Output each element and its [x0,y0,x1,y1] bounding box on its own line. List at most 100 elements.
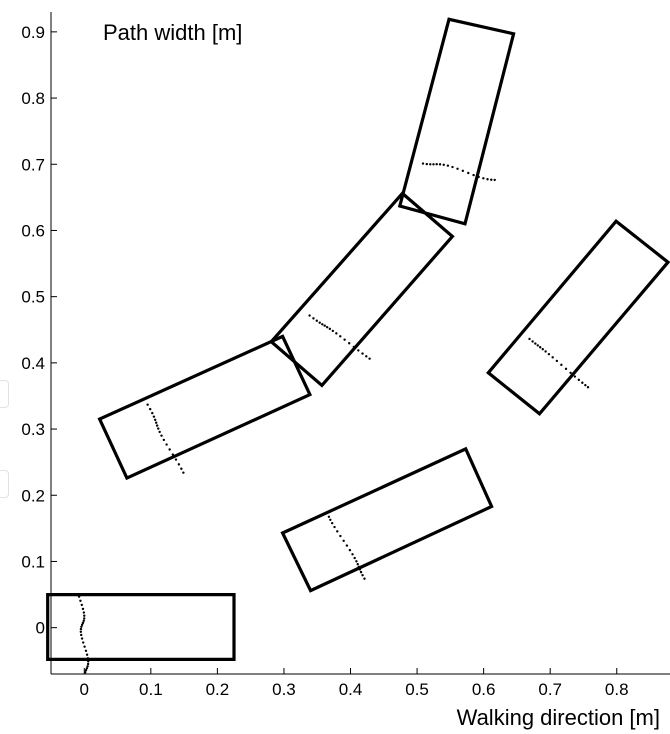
scan-point [77,595,81,598]
scan-point [86,665,89,668]
scan-point [486,178,489,181]
scan-point [83,617,86,620]
scan-point [451,165,454,169]
x-tick-label: 0.6 [472,680,496,699]
rectangle-box [269,191,455,388]
scan-point [85,667,89,670]
x-tick-label: 0.3 [272,680,296,699]
x-tick-label: 0 [80,680,89,699]
ticks-group: 0 0.1 0.2 0.3 0.4 0.5 0.6 0.7 0.8 0 0.1 0.2 0.3 0.4 0.… [21,23,628,699]
scan-point [482,177,485,180]
scan-point [153,418,157,422]
scan-point [146,403,149,406]
rectangle-box [46,592,236,662]
y-tick-label: 0.3 [21,420,45,439]
scan-point [472,173,475,177]
x-tick-label: 0.8 [605,680,629,699]
scan-point [321,323,324,326]
scan-point [357,349,360,352]
scan-point [456,167,459,170]
x-tick-label: 0.1 [139,680,163,699]
x-tick-label: 0.2 [206,680,230,699]
window-edge-tab-lower [0,470,9,498]
scan-point [343,338,346,341]
scan-point [87,660,90,663]
scan-point [365,355,368,358]
rectangle-box [397,17,516,226]
x-tick-label: 0.4 [339,680,363,699]
scan-point [467,171,470,175]
scan-point [165,443,168,446]
scan-point [85,653,89,656]
scan-point [351,553,354,556]
y-tick-label: 0.5 [21,288,45,307]
scan-point [82,611,86,614]
scan-point [577,378,581,382]
scan-point [538,346,542,349]
scan-point [84,669,88,672]
rectangle-box [486,218,670,417]
scan-point [446,164,450,167]
scan-point [83,614,86,617]
scan-point [80,633,83,637]
scan-point [80,623,84,626]
scan-point [534,342,537,345]
scan-point [152,415,156,418]
scan-point [477,175,480,179]
scan-point [560,363,563,367]
scan-point [573,375,577,378]
scan-point [569,371,572,375]
scan-point [177,463,181,466]
scan-point [323,324,326,327]
scan-point [80,603,83,607]
scan-point [581,381,584,384]
scan-point [335,332,338,335]
scan-point [359,570,363,574]
scan-point [329,518,332,521]
scan-point [315,319,318,322]
scan-point [564,367,568,371]
scan-point [358,568,362,571]
scan-point [356,562,359,566]
scan-point [82,619,85,622]
scan-point [348,548,352,552]
scan-point [154,421,158,424]
scan-point [357,565,361,569]
scan-point [352,345,356,349]
scan-point [327,515,331,518]
scan-point [555,359,559,363]
scan-point [79,627,83,631]
scan-point [160,434,163,437]
scan-point [79,630,83,633]
axes [50,12,670,675]
x-axis-label: Walking direction [m] [457,705,660,730]
scan-point [171,453,175,456]
scan-point [435,163,438,166]
x-tick-label: 0.7 [538,680,562,699]
scan-point [168,448,171,451]
scan-point [353,556,356,560]
scan-point [541,348,544,351]
scan-point [547,352,551,356]
y-tick-label: 0.2 [21,486,45,505]
scan-point [551,356,554,359]
scan-point [348,342,351,345]
scan-point [330,521,334,525]
scan-point [79,599,82,602]
scan-point [432,163,435,166]
scan-point [333,525,336,529]
scan-point [361,352,364,355]
scan-point [151,411,154,415]
y-tick-label: 0.8 [21,89,45,108]
scan-point [328,327,332,331]
scan-point [493,178,496,182]
scan-point [421,162,425,165]
scan-point [490,178,493,181]
scan-point [361,573,364,577]
scan-point [180,467,183,470]
x-tick-label: 0.5 [405,680,429,699]
scan-point [318,321,321,324]
scan-point [86,662,90,666]
scan-point [531,340,534,343]
